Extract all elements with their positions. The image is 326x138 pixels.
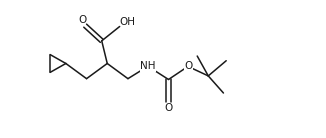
Text: O: O — [164, 103, 173, 113]
Text: O: O — [79, 15, 87, 25]
Text: OH: OH — [119, 17, 135, 26]
Text: O: O — [184, 61, 193, 71]
Text: NH: NH — [140, 61, 156, 71]
